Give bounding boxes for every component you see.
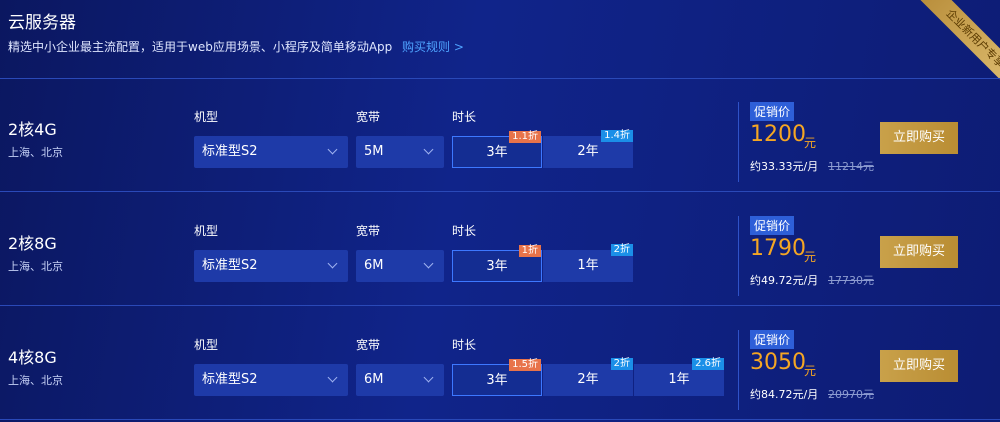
product-name: 4核8G	[8, 348, 57, 367]
bandwidth-select[interactable]: 5M	[356, 136, 444, 168]
product-name: 2核4G	[8, 120, 57, 139]
discount-badge: 1折	[518, 245, 541, 257]
buy-button[interactable]: 立即购买	[880, 350, 958, 382]
duration-label: 时长	[452, 110, 477, 124]
duration-label: 时长	[452, 338, 477, 352]
monthly-price: 约84.72元/月	[750, 388, 819, 401]
original-price: 17730元	[828, 274, 874, 287]
duration-text: 3年	[486, 145, 508, 160]
subtitle: 精选中小企业最主流配置，适用于web应用场景、小程序及简单移动App	[8, 40, 393, 54]
model-select[interactable]: 标准型S2	[194, 250, 348, 282]
duration-option[interactable]: 2年 1.4折	[543, 130, 633, 168]
original-price: 11214元	[828, 160, 874, 173]
duration-text: 3年	[486, 373, 508, 388]
promo-tag: 促销价	[750, 216, 795, 235]
duration-text: 2年	[577, 144, 599, 159]
price: 3050	[750, 350, 806, 375]
monthly-price: 约49.72元/月	[750, 274, 819, 287]
bandwidth-select[interactable]: 6M	[356, 250, 444, 282]
duration-option[interactable]: 3年 1.5折	[452, 359, 542, 396]
bandwidth-label: 宽带	[356, 338, 381, 352]
duration-option[interactable]: 2年 2折	[543, 358, 633, 396]
model-label: 机型	[194, 224, 219, 238]
discount-badge: 2折	[610, 244, 633, 256]
product-row: 4核8G 上海、北京 机型 宽带 时长 标准型S2 6M 3年 1.5折 2年 2折 1年 2.6折 促销…	[0, 306, 1000, 420]
price-unit: 元	[804, 364, 817, 378]
duration-text: 2年	[577, 372, 599, 387]
monthly-price: 约33.33元/月	[750, 160, 819, 173]
price-unit: 元	[804, 136, 817, 150]
title: 云服务器	[8, 13, 76, 33]
duration-text: 3年	[486, 259, 508, 274]
duration-option[interactable]: 3年 1折	[452, 245, 542, 282]
buy-button[interactable]: 立即购买	[880, 236, 958, 268]
model-select[interactable]: 标准型S2	[194, 364, 348, 396]
discount-badge: 1.1折	[509, 131, 541, 143]
discount-badge: 1.4折	[601, 130, 633, 142]
duration-option[interactable]: 3年 1.1折	[452, 131, 542, 168]
duration-option[interactable]: 1年 2.6折	[634, 358, 724, 396]
row-divider	[0, 419, 1000, 420]
price-divider	[738, 330, 739, 410]
region: 上海、北京	[8, 374, 63, 387]
bandwidth-select[interactable]: 6M	[356, 364, 444, 396]
row-divider	[0, 305, 1000, 306]
rules-link[interactable]: 购买规则 >	[402, 40, 464, 54]
duration-text: 1年	[577, 258, 599, 273]
product-row: 2核8G 上海、北京 机型 宽带 时长标准型S2 6M 3年 1折 1年 2折 促销价 1790 元约4…	[0, 192, 1000, 306]
product-row: 2核4G 上海、北京 机型 宽带 时长 标准型S2 5M 3年 1.1折 2年 1.4折 促销价 120…	[0, 78, 1000, 192]
divider	[0, 78, 1000, 79]
price: 1200	[750, 122, 806, 147]
model-label: 机型	[194, 338, 219, 352]
price-unit: 元	[804, 250, 817, 264]
model-select[interactable]: 标准型S2	[194, 136, 348, 168]
duration-label: 时长	[452, 224, 477, 238]
original-price: 20970元	[828, 388, 874, 401]
duration-option[interactable]: 1年 2折	[543, 244, 633, 282]
duration-text: 1年	[668, 372, 690, 387]
bandwidth-label: 宽带	[356, 110, 381, 124]
bandwidth-label: 宽带	[356, 224, 381, 238]
region: 上海、北京	[8, 146, 63, 159]
buy-button[interactable]: 立即购买	[880, 122, 958, 154]
region: 上海、北京	[8, 260, 63, 273]
promo-tag: 促销价	[750, 102, 795, 121]
discount-badge: 2折	[610, 358, 633, 370]
promo-tag: 促销价	[750, 330, 795, 349]
discount-badge: 1.5折	[509, 359, 541, 371]
discount-badge: 2.6折	[692, 358, 724, 370]
model-label: 机型	[194, 110, 219, 124]
price: 1790	[750, 236, 806, 261]
price-divider	[738, 216, 739, 296]
product-name: 2核8G	[8, 234, 57, 253]
price-divider	[738, 102, 739, 182]
row-divider	[0, 191, 1000, 192]
